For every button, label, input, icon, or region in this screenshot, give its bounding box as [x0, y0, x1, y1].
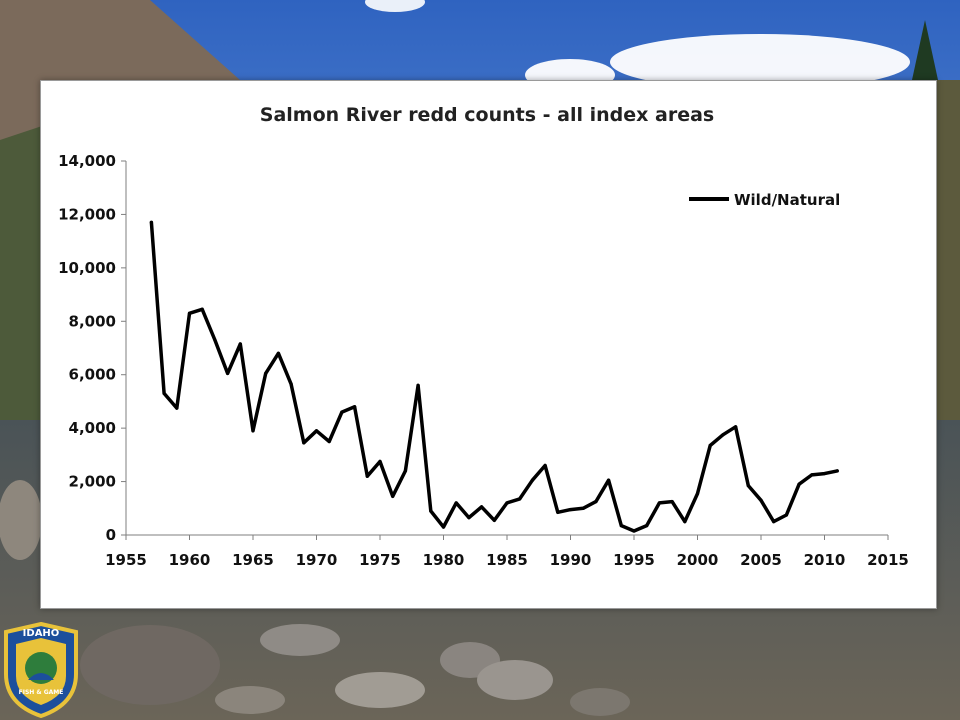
- data-point: [759, 498, 763, 502]
- y-tick-label: 12,000: [58, 205, 116, 223]
- data-point: [835, 469, 839, 473]
- data-point: [353, 405, 357, 409]
- data-point: [772, 520, 776, 524]
- data-point: [518, 497, 522, 501]
- data-point: [810, 473, 814, 477]
- data-point: [429, 509, 433, 513]
- data-point: [822, 471, 827, 476]
- data-point: [454, 501, 458, 505]
- x-tick-label: 1995: [613, 551, 655, 569]
- x-tick-label: 1965: [232, 551, 274, 569]
- x-tick-label: 1970: [296, 551, 338, 569]
- data-point: [264, 371, 268, 375]
- data-point: [251, 429, 255, 433]
- data-point: [187, 311, 192, 315]
- data-point: [403, 469, 407, 473]
- data-point: [238, 342, 242, 346]
- x-tick-label: 1985: [486, 551, 528, 569]
- rock: [215, 686, 285, 714]
- data-point: [226, 371, 230, 375]
- series-layer: [149, 220, 839, 533]
- x-tick-label: 1980: [423, 551, 465, 569]
- data-point: [416, 383, 420, 387]
- data-point: [213, 338, 217, 342]
- data-point: [607, 478, 611, 482]
- data-point: [175, 406, 179, 410]
- data-point: [530, 478, 534, 482]
- data-point: [695, 491, 700, 496]
- data-point: [721, 433, 725, 437]
- y-axis: 0 2,000 4,000 6,000 8,000 10,000 12,000 14,000: [58, 152, 127, 544]
- data-point: [149, 220, 153, 225]
- x-tick-label: 1975: [359, 551, 401, 569]
- x-tick-label: 2005: [740, 551, 782, 569]
- y-tick-label: 2,000: [69, 473, 116, 491]
- data-point: [632, 529, 636, 533]
- y-tick-label: 10,000: [58, 259, 116, 277]
- cloud: [610, 34, 910, 90]
- legend-label: Wild/Natural: [734, 191, 840, 209]
- data-point: [162, 391, 166, 396]
- pine-tree: [912, 20, 938, 80]
- rock: [570, 688, 630, 716]
- data-point: [581, 506, 585, 510]
- y-tick-label: 6,000: [69, 366, 116, 384]
- redd-count-line-chart: Salmon River redd counts - all index are…: [58, 104, 909, 569]
- x-tick-label: 2000: [677, 551, 719, 569]
- data-point: [568, 508, 573, 512]
- x-tick-label: 2010: [804, 551, 846, 569]
- data-point: [441, 525, 446, 529]
- rock: [80, 625, 220, 705]
- data-point: [619, 524, 623, 528]
- data-point: [340, 410, 344, 414]
- hillside-right: [935, 80, 960, 440]
- data-point: [467, 516, 471, 520]
- data-point: [657, 501, 662, 505]
- data-point: [365, 474, 369, 478]
- x-tick-label: 1955: [105, 551, 147, 569]
- cloud: [365, 0, 425, 12]
- x-axis: 1955 1960 1965 1970 1975 1980 1985 1990 1995 2000…: [105, 534, 909, 569]
- data-point: [200, 307, 204, 311]
- data-point: [594, 500, 598, 504]
- data-point: [302, 441, 306, 445]
- chart-panel: Salmon River redd counts - all index are…: [40, 80, 937, 609]
- data-point: [670, 500, 674, 504]
- data-point: [683, 520, 687, 524]
- logo-text-top: IDAHO: [23, 628, 60, 639]
- y-tick-label: 0: [106, 526, 116, 544]
- chart-title: Salmon River redd counts - all index are…: [260, 104, 714, 126]
- data-point: [784, 513, 789, 517]
- data-point: [327, 439, 331, 444]
- data-point: [480, 505, 484, 509]
- rock: [477, 660, 553, 700]
- data-point: [314, 429, 319, 433]
- y-tick-label: 8,000: [69, 312, 116, 330]
- legend: Wild/Natural: [689, 191, 840, 209]
- x-tick-label: 1960: [169, 551, 211, 569]
- y-tick-label: 14,000: [58, 152, 116, 170]
- data-point: [797, 482, 801, 486]
- series-line-wild-natural: [149, 220, 839, 533]
- x-tick-label: 1990: [550, 551, 592, 569]
- data-point: [505, 501, 509, 505]
- rock: [0, 480, 42, 560]
- data-point: [492, 518, 496, 522]
- data-point: [708, 443, 712, 448]
- rock: [260, 624, 340, 656]
- data-point: [391, 494, 395, 498]
- data-point: [734, 425, 738, 429]
- data-point: [556, 510, 560, 514]
- idaho-fish-and-game-logo: IDAHO FISH & GAME: [4, 622, 78, 718]
- rock: [335, 672, 425, 708]
- data-point: [645, 524, 649, 528]
- data-point: [543, 463, 547, 468]
- y-tick-label: 4,000: [69, 419, 116, 437]
- logo-text-bottom: FISH & GAME: [19, 689, 64, 696]
- data-point: [276, 351, 280, 355]
- data-point: [378, 459, 382, 464]
- data-point: [746, 483, 750, 488]
- data-point: [289, 382, 293, 386]
- x-tick-label: 2015: [867, 551, 909, 569]
